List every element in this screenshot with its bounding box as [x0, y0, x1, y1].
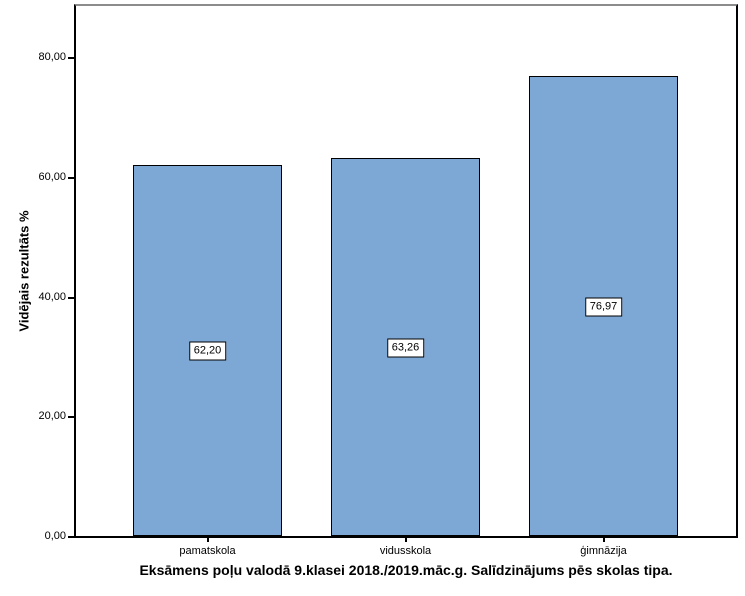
y-tick-label: 20,00 [38, 410, 66, 423]
x-tick-mark [404, 537, 407, 542]
y-tick-mark [68, 536, 75, 538]
x-category-label: pamatskola [179, 545, 236, 557]
bar-value-label: 62,20 [188, 341, 227, 361]
y-tick-label: 0,00 [44, 530, 66, 542]
y-tick-label: 40,00 [38, 290, 66, 303]
bar-value-label: 76,97 [584, 297, 623, 317]
x-category-label: ģimnāzija [580, 545, 627, 557]
y-axis-title: Vidējais rezultāts % [16, 210, 32, 332]
x-category-label: vidusskola [379, 545, 432, 557]
bar-value-label: 63,26 [386, 338, 425, 358]
y-tick-mark [68, 416, 75, 419]
y-tick-mark [68, 176, 75, 179]
y-tick-label: 60,00 [38, 170, 66, 183]
y-tick-mark [68, 296, 75, 299]
x-tick-mark [206, 537, 209, 542]
y-tick-mark [68, 57, 75, 59]
y-tick-label: 80,00 [38, 51, 66, 63]
chart-title: Eksāmens poļu valodā 9.klasei 2018./2019… [139, 562, 673, 578]
x-tick-mark [602, 537, 605, 542]
